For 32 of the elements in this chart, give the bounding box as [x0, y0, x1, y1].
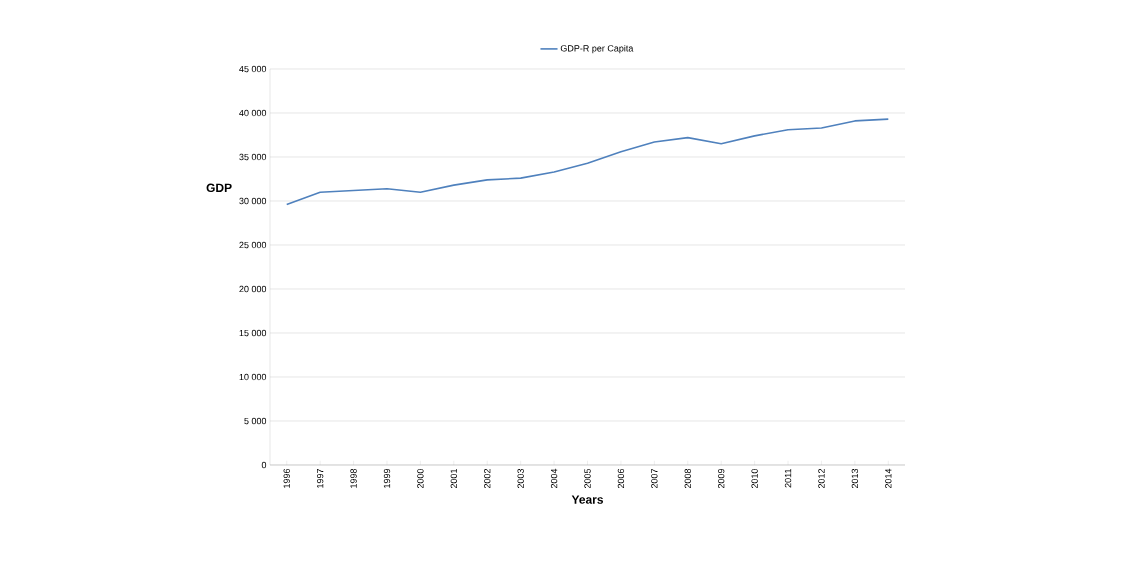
- x-tick-label: 2012: [818, 468, 825, 489]
- x-tick-label: 2003: [517, 468, 524, 489]
- y-tick-label: 15 000: [239, 329, 267, 337]
- x-tick-label: 2000: [417, 468, 424, 489]
- x-tick-label: 1997: [316, 468, 324, 488]
- y-tick-label: 25 000: [239, 241, 267, 249]
- x-tick-label: 2002: [484, 468, 491, 489]
- x-tick-label: 2010: [751, 468, 758, 489]
- x-tick-label: 2008: [684, 468, 691, 489]
- x-tick-label: 2005: [584, 468, 591, 489]
- x-tick-label: 1998: [350, 468, 357, 488]
- x-tick-label: 2014: [885, 468, 892, 489]
- legend-label: GDP-R per Capita: [560, 44, 634, 54]
- x-tick-label: 2007: [651, 468, 658, 489]
- y-tick-label: 30 000: [239, 197, 267, 205]
- y-axis-title: GDP: [206, 183, 232, 193]
- x-tick-label: 2004: [550, 468, 558, 489]
- y-tick-label: 20 000: [239, 285, 267, 293]
- y-tick-label: 45 000: [239, 65, 267, 73]
- x-tick-label: 2009: [718, 468, 725, 489]
- y-tick-label: 40 000: [239, 109, 267, 117]
- y-tick-label: 10 000: [239, 373, 267, 381]
- x-tick-label: 1999: [383, 468, 391, 488]
- x-axis-title: Years: [571, 495, 604, 504]
- y-tick-label: 5 000: [244, 417, 267, 425]
- x-tick-label: 2006: [617, 468, 625, 489]
- y-tick-label: 35 000: [239, 153, 267, 161]
- x-tick-label: 2013: [851, 468, 859, 489]
- x-tick-label: 1996: [283, 468, 290, 488]
- y-tick-label: 0: [261, 461, 267, 469]
- x-tick-label: 2011: [784, 468, 792, 488]
- x-tick-label: 2001: [450, 468, 458, 489]
